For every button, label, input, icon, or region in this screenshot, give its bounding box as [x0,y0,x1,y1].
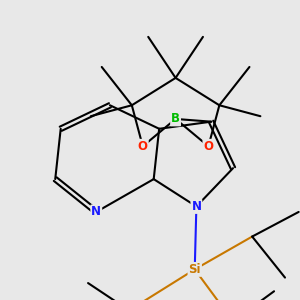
Text: N: N [91,206,101,218]
Text: O: O [138,140,148,153]
Text: Si: Si [188,263,201,276]
Text: N: N [191,200,201,213]
Text: O: O [203,140,213,153]
Text: B: B [171,112,180,125]
